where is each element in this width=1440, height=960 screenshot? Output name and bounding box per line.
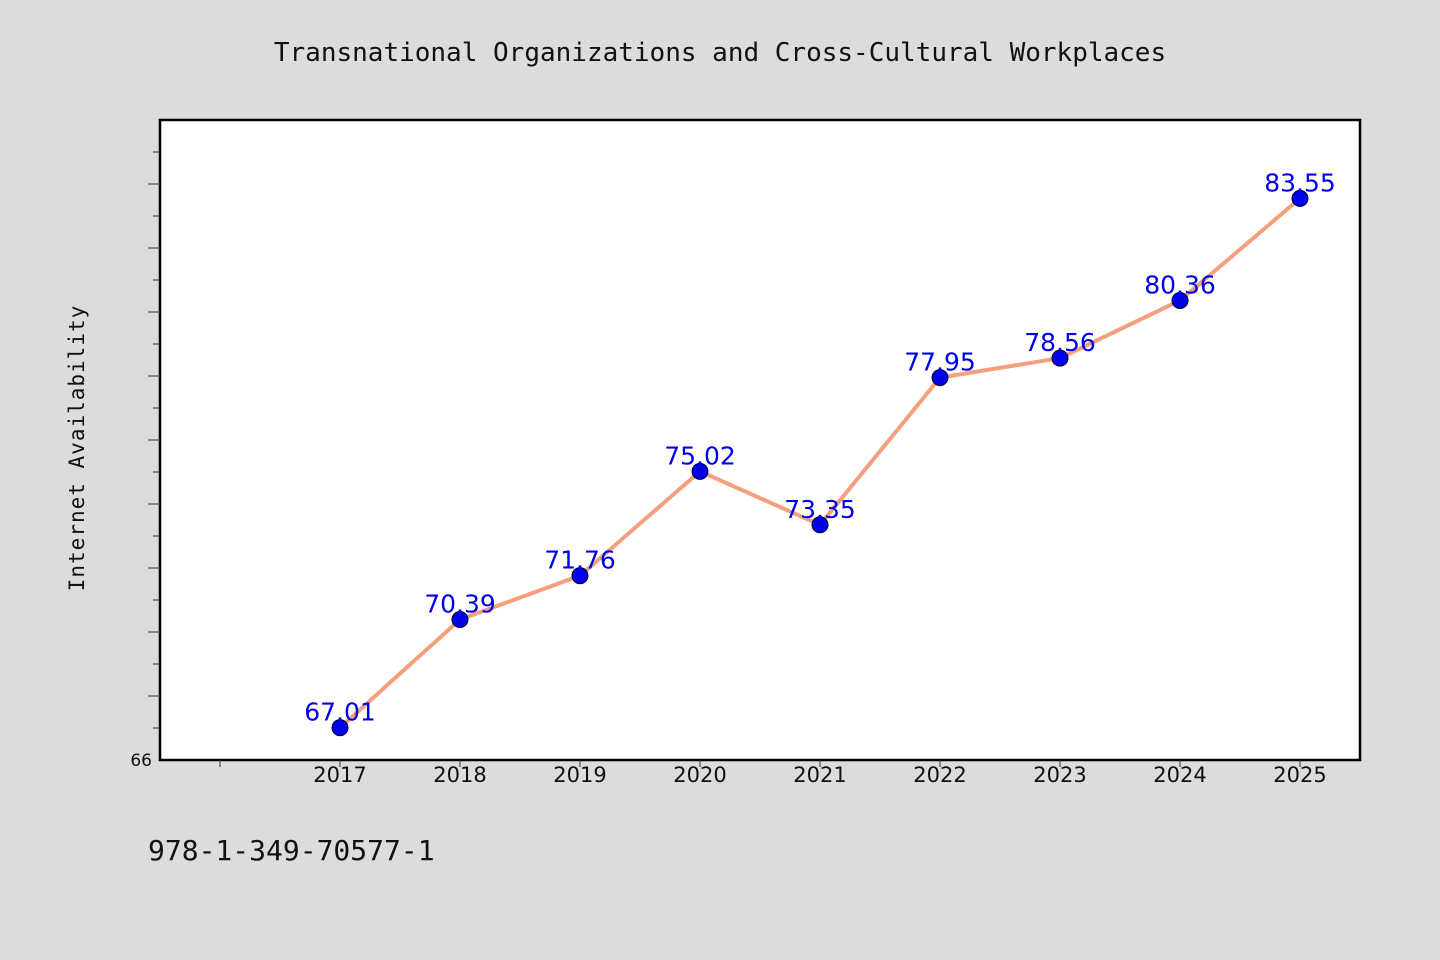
data-label: 83.55 [1264,168,1336,197]
data-point [451,611,469,629]
x-tick-label: 2021 [793,763,846,787]
data-label: 78.56 [1024,328,1096,357]
data-point [1291,189,1309,207]
data-point [931,369,949,387]
data-point [331,719,349,737]
x-tick-label: 2025 [1273,763,1326,787]
data-label: 67.01 [304,698,376,727]
data-label: 73.35 [784,495,856,524]
data-label: 71.76 [544,546,616,575]
x-tick-label: 2020 [673,763,726,787]
plot-area [158,118,1362,762]
y-axis-label: Internet Availability [65,305,89,592]
data-point [691,462,709,480]
isbn-footnote: 978-1-349-70577-1 [148,834,435,867]
x-tick-label: 2018 [433,763,486,787]
data-point [811,516,829,534]
data-point [571,567,589,585]
x-tick-label: 2023 [1033,763,1086,787]
data-label: 77.95 [904,348,976,377]
x-tick-label: 2024 [1153,763,1206,787]
x-tick-label: 2019 [553,763,606,787]
data-point [1171,291,1189,309]
data-label: 75.02 [664,441,736,470]
x-tick-label: 2022 [913,763,966,787]
chart-title: Transnational Organizations and Cross-Cu… [274,38,1166,68]
x-tick-label: 2017 [313,763,366,787]
data-label: 70.39 [424,590,496,619]
data-point [1051,349,1069,367]
data-label: 80.36 [1144,270,1216,299]
y-tick-label: 66 [130,751,152,771]
